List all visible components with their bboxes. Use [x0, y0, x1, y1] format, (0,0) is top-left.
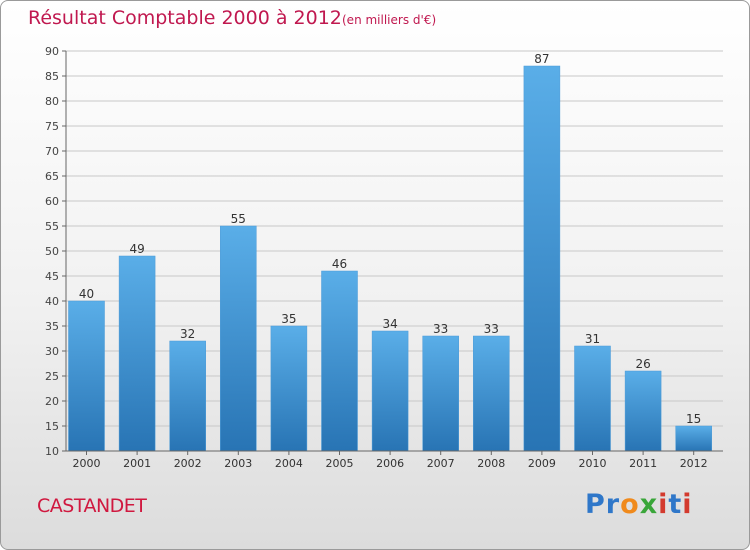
bar-value-label: 26 — [635, 357, 650, 371]
bar — [118, 255, 156, 452]
proxiti-logo[interactable]: Proxiti — [585, 489, 693, 520]
bar-value-label: 34 — [382, 317, 397, 331]
y-tick-label: 10 — [45, 445, 59, 458]
bar-value-label: 55 — [231, 212, 246, 226]
x-tick-label: 2010 — [579, 457, 607, 470]
commune-name: CASTANDET — [37, 495, 147, 517]
y-tick-label: 45 — [45, 270, 59, 283]
bar — [473, 335, 510, 452]
bar-value-label: 31 — [585, 332, 600, 346]
bar — [574, 345, 611, 452]
y-tick-label: 40 — [45, 295, 59, 308]
x-tick-label: 2008 — [477, 457, 505, 470]
x-tick-label: 2000 — [73, 457, 101, 470]
y-tick-label: 90 — [45, 45, 59, 58]
bar — [371, 330, 409, 452]
x-tick-label: 2003 — [224, 457, 252, 470]
bar — [321, 270, 358, 452]
bar-value-label: 40 — [79, 287, 94, 301]
bar — [169, 340, 206, 452]
y-tick-label: 80 — [45, 95, 59, 108]
chart-unit: (en milliers d'€) — [342, 13, 437, 27]
bar — [624, 370, 662, 452]
bar — [220, 225, 257, 452]
x-tick-label: 2012 — [680, 457, 708, 470]
y-tick-label: 75 — [45, 120, 59, 133]
x-tick-label: 2001 — [123, 457, 151, 470]
y-tick-label: 20 — [45, 395, 59, 408]
chart-title: Résultat Comptable 2000 à 2012 — [28, 7, 342, 29]
bar — [675, 425, 712, 452]
bar-value-label: 15 — [686, 412, 701, 426]
bar-value-label: 49 — [129, 242, 144, 256]
y-tick-label: 15 — [45, 420, 59, 433]
bar — [68, 300, 105, 452]
bar — [422, 335, 459, 452]
bar — [270, 325, 308, 452]
bar-value-label: 46 — [332, 257, 347, 271]
y-tick-label: 70 — [45, 145, 59, 158]
x-tick-label: 2002 — [174, 457, 202, 470]
x-tick-label: 2006 — [376, 457, 404, 470]
x-tick-label: 2004 — [275, 457, 303, 470]
y-tick-label: 25 — [45, 370, 59, 383]
y-tick-label: 50 — [45, 245, 59, 258]
y-tick-label: 85 — [45, 70, 59, 83]
x-tick-label: 2009 — [528, 457, 556, 470]
bar-value-label: 87 — [534, 52, 549, 66]
bar-value-label: 33 — [484, 322, 499, 336]
x-tick-label: 2007 — [427, 457, 455, 470]
y-tick-label: 60 — [45, 195, 59, 208]
bar-value-label: 35 — [281, 312, 296, 326]
y-tick-label: 55 — [45, 220, 59, 233]
bar-value-label: 32 — [180, 327, 195, 341]
bar — [523, 65, 561, 452]
x-tick-label: 2011 — [629, 457, 657, 470]
y-tick-label: 65 — [45, 170, 59, 183]
y-tick-label: 30 — [45, 345, 59, 358]
bar-value-label: 33 — [433, 322, 448, 336]
x-tick-label: 2005 — [326, 457, 354, 470]
y-tick-label: 35 — [45, 320, 59, 333]
